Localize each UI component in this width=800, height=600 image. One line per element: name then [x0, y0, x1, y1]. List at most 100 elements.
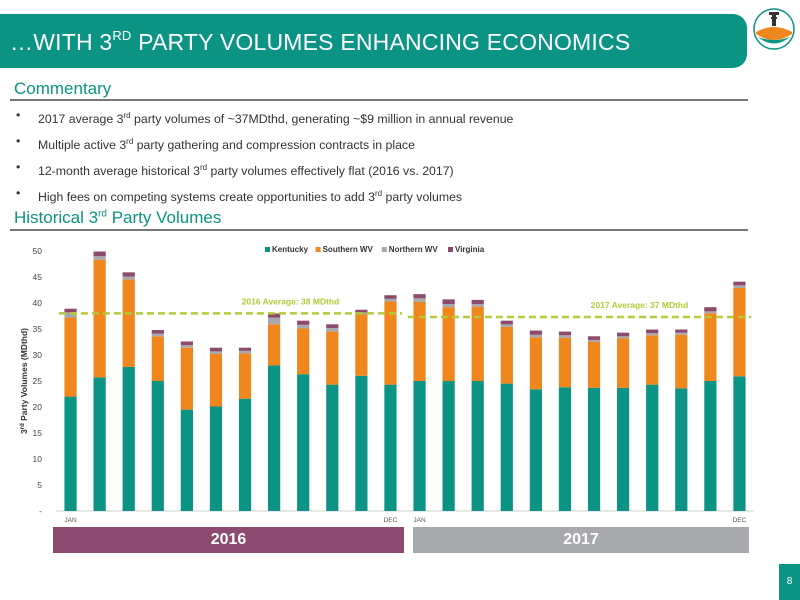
- bar-kentucky: [733, 376, 746, 511]
- bar-virginia: [587, 336, 601, 340]
- bar-kentucky: [122, 366, 135, 511]
- bullet-item: 2017 average 3rd party volumes of ~37MDt…: [14, 108, 754, 134]
- bar-virginia: [529, 330, 542, 335]
- y-tick-label: 15: [33, 428, 43, 438]
- bar-kentucky: [558, 387, 572, 511]
- bar-kentucky: [704, 381, 717, 511]
- bar-southern-wv: [529, 337, 542, 390]
- bar-kentucky: [93, 377, 106, 511]
- bar-virginia: [326, 324, 339, 328]
- volumes-chart: - 5 10 15 20 25 30 35 40 45 50 3rd Party Volumes (M…: [19, 245, 754, 524]
- bar-virginia: [704, 307, 717, 312]
- bar-southern-wv: [355, 314, 368, 376]
- bar-virginia: [646, 329, 659, 334]
- year-band-2016: 2016: [53, 527, 404, 553]
- legend-label: Northern WV: [389, 245, 439, 254]
- bar-virginia: [238, 347, 252, 351]
- bar-southern-wv: [64, 317, 77, 397]
- y-tick-label: 25: [33, 376, 43, 386]
- bar-virginia: [268, 313, 281, 318]
- bar-northern-wv: [617, 336, 630, 339]
- bar-virginia: [151, 330, 164, 334]
- legend-label: Kentucky: [272, 245, 309, 254]
- bar-virginia: [471, 299, 484, 305]
- commentary-list: 2017 average 3rd party volumes of ~37MDt…: [14, 108, 754, 212]
- page-number: 8: [779, 564, 800, 600]
- bar-southern-wv: [413, 301, 426, 381]
- bar-southern-wv: [209, 353, 223, 407]
- bar-southern-wv: [704, 313, 717, 381]
- x-tick-label: DEC: [384, 517, 398, 524]
- legend-swatch: [265, 247, 270, 252]
- bar-southern-wv: [384, 301, 397, 385]
- bar-kentucky: [151, 381, 164, 511]
- commentary-divider: [10, 99, 748, 101]
- y-tick-label: 45: [33, 272, 43, 282]
- x-tick-label: DEC: [733, 517, 747, 524]
- bar-kentucky: [442, 381, 455, 511]
- y-tick-label: 40: [33, 298, 43, 308]
- bar-northern-wv: [268, 317, 281, 325]
- bar-southern-wv: [180, 347, 193, 410]
- bar-northern-wv: [122, 276, 135, 280]
- bar-southern-wv: [617, 338, 630, 388]
- bar-virginia: [675, 329, 688, 333]
- bar-southern-wv: [326, 331, 339, 385]
- bar-southern-wv: [238, 353, 252, 399]
- bar-southern-wv: [268, 324, 281, 366]
- commentary-heading: Commentary: [14, 79, 112, 98]
- y-tick-label: 50: [33, 246, 43, 256]
- average-label: 2017 Average: 37 MDthd: [591, 300, 689, 310]
- bar-virginia: [297, 320, 310, 325]
- bar-northern-wv: [297, 324, 310, 329]
- legend-swatch: [381, 247, 387, 252]
- bar-kentucky: [471, 381, 484, 511]
- bar-kentucky: [675, 388, 688, 511]
- bar-kentucky: [646, 384, 659, 511]
- bar-southern-wv: [297, 328, 310, 375]
- bar-northern-wv: [558, 335, 572, 338]
- bar-northern-wv: [326, 327, 339, 332]
- bar-northern-wv: [180, 345, 193, 348]
- bar-southern-wv: [558, 337, 572, 388]
- bar-kentucky: [413, 381, 426, 511]
- y-axis-label: 3rd Party Volumes (MDthd): [19, 328, 29, 434]
- bar-kentucky: [209, 406, 223, 511]
- bar-kentucky: [587, 387, 601, 511]
- bar-virginia: [209, 347, 223, 352]
- bar-northern-wv: [500, 324, 513, 327]
- bullet-item: High fees on competing systems create op…: [14, 186, 754, 212]
- bar-southern-wv: [500, 326, 513, 384]
- bar-southern-wv: [733, 287, 746, 377]
- bar-northern-wv: [733, 285, 746, 288]
- bar-southern-wv: [471, 306, 484, 381]
- bar-virginia: [442, 299, 455, 305]
- bar-virginia: [122, 272, 135, 277]
- bar-kentucky: [238, 398, 252, 511]
- bar-kentucky: [268, 365, 281, 511]
- bar-virginia: [558, 331, 572, 336]
- bar-northern-wv: [471, 304, 484, 307]
- bar-northern-wv: [413, 298, 426, 302]
- bar-virginia: [355, 309, 368, 313]
- legend-label: Southern WV: [323, 245, 374, 254]
- year-band-2017: 2017: [413, 527, 749, 553]
- bar-northern-wv: [646, 333, 659, 336]
- legend-label: Virginia: [455, 245, 485, 254]
- bar-virginia: [733, 281, 746, 286]
- average-label: 2016 Average: 38 MDthd: [242, 296, 340, 306]
- title-bar: [0, 14, 747, 68]
- bar-virginia: [180, 341, 193, 346]
- bar-northern-wv: [704, 311, 717, 314]
- bar-kentucky: [180, 409, 193, 511]
- x-tick-label: JAN: [64, 517, 77, 524]
- chart-heading: Historical 3rd Party Volumes: [14, 208, 222, 227]
- bar-kentucky: [64, 396, 77, 511]
- slide-title: …WITH 3RD PARTY VOLUMES ENHANCING ECONOM…: [10, 28, 631, 55]
- company-logo-icon: [753, 8, 795, 50]
- bar-northern-wv: [151, 333, 164, 337]
- bar-northern-wv: [529, 334, 542, 338]
- bar-kentucky: [326, 384, 339, 511]
- bar-southern-wv: [675, 334, 688, 389]
- bar-northern-wv: [238, 350, 252, 354]
